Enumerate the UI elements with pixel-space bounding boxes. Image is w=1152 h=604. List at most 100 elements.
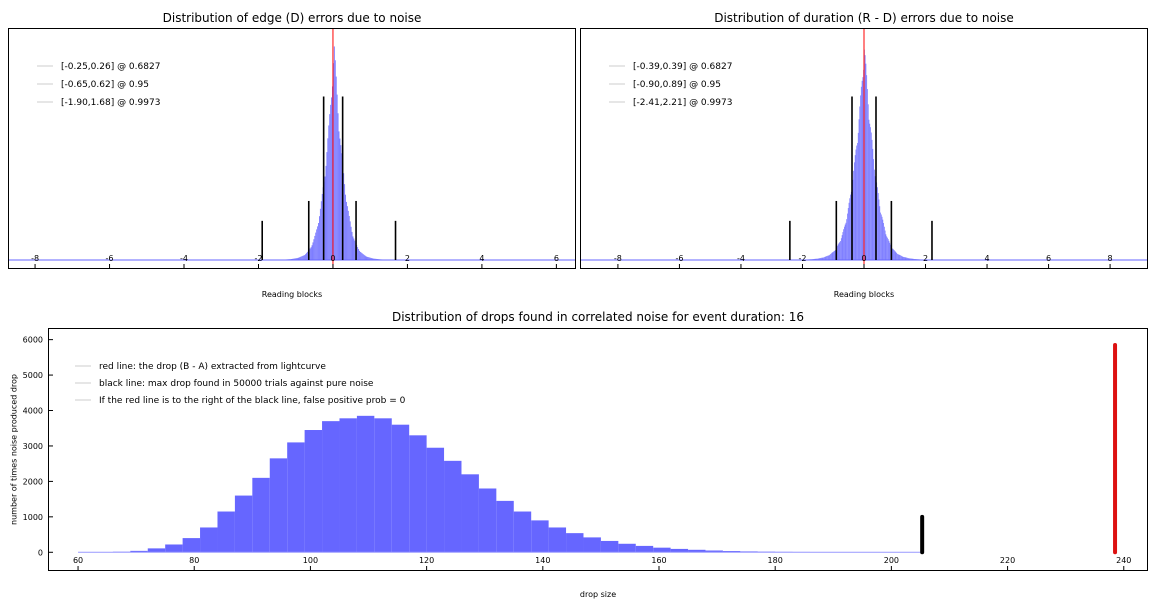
histogram-bin xyxy=(892,248,894,260)
histogram-bin xyxy=(344,184,346,260)
histogram-bin xyxy=(334,60,336,260)
x-tick-label: 0 xyxy=(861,254,866,263)
histogram-bin xyxy=(358,249,360,260)
drop-bin xyxy=(566,533,584,553)
histogram-bin xyxy=(831,252,833,260)
y-tick-label: 3000 xyxy=(23,442,43,451)
drop-bin xyxy=(635,545,654,553)
drop-bin xyxy=(182,538,201,553)
histogram-bin xyxy=(832,252,834,260)
x-tick-label: -2 xyxy=(254,254,262,263)
histogram-bin xyxy=(904,257,906,260)
histogram-bin xyxy=(354,240,356,260)
histogram-bin xyxy=(880,212,881,260)
histogram-bin xyxy=(375,258,377,260)
histogram-bin xyxy=(330,104,332,260)
histogram-bin xyxy=(373,258,375,260)
drop-bin xyxy=(339,418,357,553)
histogram-bin xyxy=(827,255,828,260)
histogram-bin xyxy=(359,251,361,260)
histogram-bin xyxy=(896,253,898,260)
histogram-bin xyxy=(842,232,844,260)
histogram-bin xyxy=(889,242,891,260)
histogram-bin xyxy=(305,253,307,260)
histogram-bin xyxy=(338,131,340,260)
histogram-bin xyxy=(913,258,914,260)
histogram-bin xyxy=(887,239,889,260)
drop-bin xyxy=(548,527,567,553)
drop-bin xyxy=(496,500,514,553)
histogram-bin xyxy=(885,234,887,260)
histogram-bin xyxy=(321,193,323,260)
histogram-bin xyxy=(846,219,848,260)
histogram-bin xyxy=(814,258,816,260)
histogram-bin xyxy=(825,256,827,260)
drop-bin xyxy=(722,551,741,553)
histogram-bin xyxy=(360,252,362,260)
histogram-bin xyxy=(303,255,305,260)
histogram-bin xyxy=(907,257,908,260)
histogram-bin xyxy=(370,257,372,260)
drop-bin xyxy=(252,477,270,553)
histogram-bin xyxy=(861,80,863,260)
histogram-bin xyxy=(912,258,914,260)
x-tick-label: 240 xyxy=(1116,556,1131,565)
x-tick-label: 6 xyxy=(1046,254,1051,263)
histogram-bin xyxy=(313,239,315,260)
drop-bin xyxy=(444,460,462,553)
histogram-bin xyxy=(335,76,337,260)
histogram-bin xyxy=(326,152,328,260)
histogram-bin xyxy=(862,77,864,260)
histogram-bin xyxy=(340,145,342,260)
histogram-bin xyxy=(292,258,293,260)
x-tick-label: 6 xyxy=(554,254,559,263)
drop-bin xyxy=(165,544,183,553)
histogram-bin xyxy=(819,258,821,260)
drop-bin xyxy=(269,458,288,553)
histogram-bin xyxy=(349,221,351,260)
histogram-bin xyxy=(858,119,860,260)
histogram-bin xyxy=(883,223,884,260)
x-tick-label: -8 xyxy=(614,254,622,263)
histogram-bin xyxy=(293,258,295,260)
histogram-bin xyxy=(900,255,902,260)
histogram-bin xyxy=(845,222,847,260)
histogram-bin xyxy=(327,138,329,260)
legend-entry: [-0.25,0.26] @ 0.6827 xyxy=(61,62,160,72)
histogram-bin xyxy=(311,245,313,260)
histogram-bin xyxy=(848,202,850,260)
histogram-bin xyxy=(302,255,304,260)
histogram-bars xyxy=(280,46,387,261)
histogram-bin xyxy=(315,232,317,260)
histogram-bin xyxy=(887,237,888,260)
x-tick-label: 180 xyxy=(768,556,783,565)
histogram-bin xyxy=(905,257,907,260)
legend-entry: black line: max drop found in 50000 tria… xyxy=(99,379,374,389)
histogram-bin xyxy=(844,226,845,260)
histogram-bin xyxy=(294,258,296,260)
histogram-bin xyxy=(369,257,371,260)
x-tick-label: 140 xyxy=(535,556,550,565)
histogram-bin xyxy=(319,216,320,260)
histogram-bin xyxy=(309,248,311,260)
histogram-bin xyxy=(296,258,298,260)
drops-chart-panel: 60 80 100 120 140 160 180 200 220 240 red line: th… xyxy=(48,328,1148,571)
histogram-bin xyxy=(329,114,331,260)
histogram-bin xyxy=(367,257,369,260)
histogram-bin xyxy=(337,113,339,261)
histogram-bin xyxy=(874,176,876,260)
histogram-bin xyxy=(817,258,818,260)
histogram-bin xyxy=(840,241,841,260)
histogram-bin xyxy=(844,224,846,260)
drop-bin xyxy=(618,543,636,553)
histogram-bin xyxy=(305,254,306,260)
histogram-bin xyxy=(300,256,302,260)
histogram-bin xyxy=(877,193,879,260)
histogram-bin xyxy=(301,256,303,260)
histogram-bin xyxy=(860,95,861,261)
histogram-bin xyxy=(339,138,341,260)
drop-bin xyxy=(478,488,497,553)
histogram-bin xyxy=(341,153,343,260)
histogram-bin xyxy=(818,258,820,260)
histogram-bin xyxy=(828,255,830,260)
